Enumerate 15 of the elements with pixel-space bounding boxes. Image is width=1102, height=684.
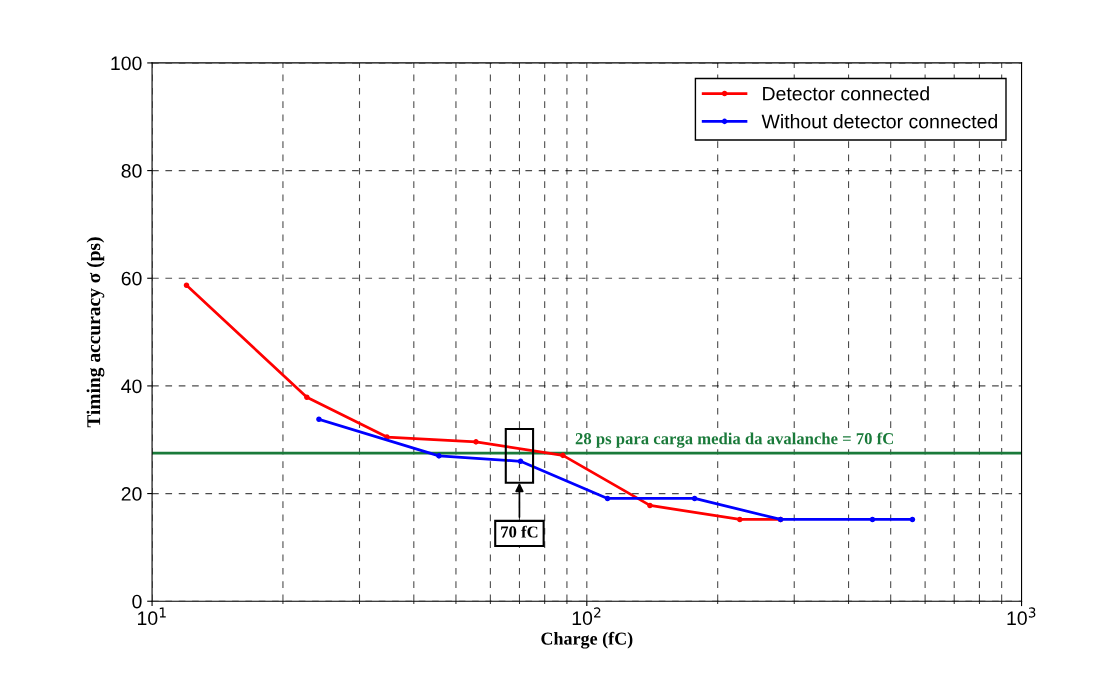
y-tick-label: 100 [111, 56, 142, 71]
x-axis-title: Charge (fC) [541, 631, 633, 649]
legend-label: Without detector connected [761, 114, 997, 129]
x-tick-label: 10$^{3}$ [1007, 607, 1036, 626]
y-tick-label: 20 [121, 487, 142, 501]
ref-line-label: 28 ps para carga media da avalanche = 70 fC [575, 432, 893, 448]
y-tick-label: 40 [121, 379, 142, 394]
y-axis-title: Timing accuracy σ (ps) [86, 237, 105, 428]
legend-label: Detector connected [763, 86, 929, 101]
x-tick-label: 10$^{2}$ [572, 607, 601, 626]
annotation: 70 fC [501, 525, 538, 538]
x-tick-label: 10$^{1}$ [138, 607, 166, 626]
y-tick-label: 0 [132, 594, 142, 609]
y-tick-label: 80 [121, 164, 142, 178]
y-tick-label: 60 [121, 271, 142, 286]
